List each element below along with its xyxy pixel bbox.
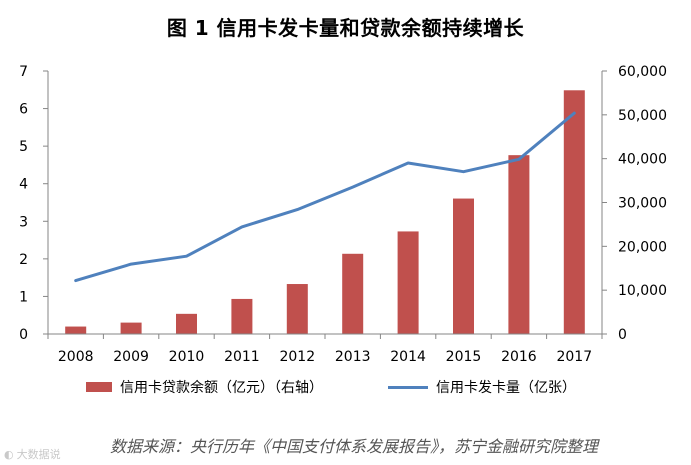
right-tick-label: 0 [618,327,627,343]
x-tick-label: 2014 [390,349,426,365]
axes-layer: 0 1 2 3 4 5 6 7 0 10,000 20,000 30,000 40,000 50,000 6… [19,64,667,365]
right-tick-label: 20,000 [618,239,667,255]
legend-item-line: 信用卡发卡量（亿张） [388,377,576,397]
right-tick-label: 50,000 [618,108,667,124]
x-tick-label: 2017 [556,349,592,365]
x-tick-label: 2015 [446,349,482,365]
x-tick-label: 2008 [58,349,94,365]
left-tick-label: 1 [19,289,28,305]
right-tick-label: 30,000 [618,196,667,212]
bar-2012 [286,284,308,334]
legend-item-bar: 信用卡贷款余额（亿元）（右轴） [86,377,323,397]
x-tick-label: 2010 [169,349,205,365]
bars-layer [65,90,585,334]
legend-bar-swatch [86,382,112,392]
bar-2013 [342,253,364,334]
bar-2015 [453,198,474,334]
bar-2016 [508,155,530,334]
left-tick-label: 0 [19,327,28,343]
bar-2008 [65,326,87,334]
bar-2011 [231,298,253,334]
line-layer [74,111,576,283]
x-tick-label: 2012 [279,349,315,365]
left-tick-label: 6 [19,102,28,118]
chart-title: 图 1 信用卡发卡量和贷款余额持续增长 [166,16,525,40]
left-tick-label: 5 [19,139,28,155]
watermark: ◐ 大数据说 [4,446,61,462]
left-tick-label: 4 [19,177,28,193]
left-tick-label: 2 [19,252,28,268]
legend: 信用卡贷款余额（亿元）（右轴） 信用卡发卡量（亿张） [0,377,691,401]
x-tick-label: 2013 [335,349,371,365]
x-tick-label: 2009 [113,349,149,365]
left-tick-label: 7 [19,64,28,80]
x-tick-label: 2016 [501,349,537,365]
watermark-logo-icon: ◐ [4,448,14,461]
watermark-text: 大数据说 [16,448,61,461]
bar-2010 [176,313,197,334]
bar-2009 [120,322,142,334]
bar-2017 [563,90,585,334]
right-tick-label: 10,000 [618,283,667,299]
left-tick-label: 3 [19,214,28,230]
legend-line-swatch [388,385,428,389]
source-note: 数据来源：央行历年《中国支付体系发展报告》，苏宁金融研究院整理 [110,437,599,456]
bar-2014 [397,231,419,334]
right-tick-label: 40,000 [618,152,667,168]
x-tick-label: 2011 [224,349,260,365]
right-tick-label: 60,000 [618,64,667,80]
line-series [74,111,576,283]
legend-line-label: 信用卡发卡量（亿张） [436,380,576,396]
legend-bar-label: 信用卡贷款余额（亿元）（右轴） [120,380,323,396]
